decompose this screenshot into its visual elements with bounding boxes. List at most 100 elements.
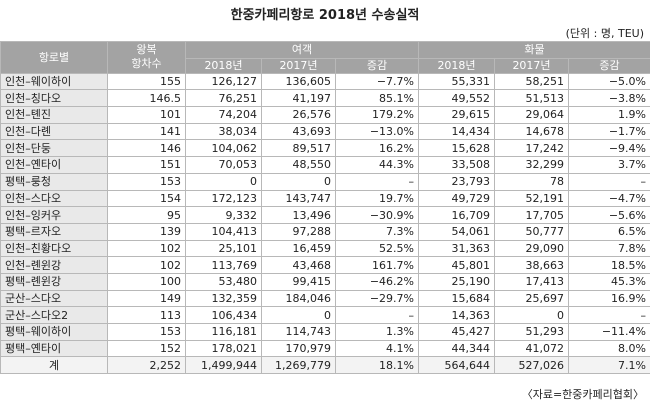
value-cell: −5.0%	[568, 72, 650, 91]
value-cell: 179.2%	[335, 106, 419, 124]
route-cell: 인천–웨이하이	[0, 72, 108, 91]
value-cell: 14,363	[418, 306, 495, 324]
value-cell: 74,204	[185, 106, 262, 124]
table-row: 평택–웨이하이 153 116,181 114,743 1.3% 45,427 51,293…	[0, 323, 650, 341]
value-cell: 154	[107, 189, 186, 208]
value-cell: 2,252	[107, 356, 186, 375]
value-cell: 104,062	[185, 139, 262, 158]
value-cell: 25,190	[418, 272, 495, 291]
header-cell: 항로별	[0, 41, 108, 74]
value-cell: –	[568, 306, 650, 324]
route-cell: 인천–톈진	[0, 106, 108, 124]
header-cell: 여객	[185, 41, 419, 59]
route-cell: 인천–다롄	[0, 122, 108, 141]
value-cell: 38,034	[185, 122, 262, 141]
table-row: 인천–칭다오 146.5 76,251 41,197 85.1% 49,552 51,513…	[0, 89, 650, 108]
value-cell: –	[335, 306, 419, 324]
table-row: 인천–친황다오 102 25,101 16,459 52.5% 31,363 29,090 7…	[0, 239, 650, 258]
route-cell: 계	[0, 356, 108, 375]
table-row: 인천–롄윈강 102 113,769 43,468 161.7% 45,801 38,663…	[0, 256, 650, 274]
header-cell: 2018년	[418, 57, 495, 74]
header-cell: 왕복 항차수	[107, 41, 186, 74]
header-cell: 화물	[418, 41, 650, 59]
route-cell: 평택–롄윈강	[0, 272, 108, 291]
value-cell: 38,663	[494, 256, 569, 274]
table-row: 인천–웨이하이 155 126,127 136,605 −7.7% 55,331 58,25…	[0, 72, 650, 91]
value-cell: 17,705	[494, 206, 569, 224]
value-cell: −5.6%	[568, 206, 650, 224]
value-cell: 139	[107, 222, 186, 241]
value-cell: 89,517	[261, 139, 336, 158]
value-cell: –	[568, 172, 650, 191]
value-cell: 41,197	[261, 89, 336, 108]
value-cell: 104,413	[185, 222, 262, 241]
value-cell: 101	[107, 106, 186, 124]
header-cell: 2017년	[494, 57, 569, 74]
value-cell: 114,743	[261, 323, 336, 341]
table-row: 평택–르자오 139 104,413 97,288 7.3% 54,061 50,777 6.…	[0, 222, 650, 241]
value-cell: −30.9%	[335, 206, 419, 224]
value-cell: −4.7%	[568, 189, 650, 208]
value-cell: 153	[107, 172, 186, 191]
value-cell: 0	[261, 172, 336, 191]
value-cell: 113,769	[185, 256, 262, 274]
value-cell: 16,709	[418, 206, 495, 224]
value-cell: 14,678	[494, 122, 569, 141]
value-cell: 113	[107, 306, 186, 324]
value-cell: 70,053	[185, 156, 262, 174]
value-cell: 527,026	[494, 356, 569, 375]
table-row: 계 2,252 1,499,944 1,269,779 18.1% 564,644 527,…	[0, 356, 650, 375]
value-cell: 44.3%	[335, 156, 419, 174]
route-cell: 인천–친황다오	[0, 239, 108, 258]
value-cell: 25,101	[185, 239, 262, 258]
header-cell: 2018년	[185, 57, 262, 74]
value-cell: 184,046	[261, 289, 336, 308]
value-cell: 172,123	[185, 189, 262, 208]
value-cell: 50,777	[494, 222, 569, 241]
value-cell: 151	[107, 156, 186, 174]
value-cell: 153	[107, 323, 186, 341]
value-cell: 43,468	[261, 256, 336, 274]
value-cell: 8.0%	[568, 339, 650, 358]
value-cell: 25,697	[494, 289, 569, 308]
value-cell: −7.7%	[335, 72, 419, 91]
value-cell: 102	[107, 256, 186, 274]
value-cell: 76,251	[185, 89, 262, 108]
value-cell: 16.9%	[568, 289, 650, 308]
value-cell: 33,508	[418, 156, 495, 174]
value-cell: 44,344	[418, 339, 495, 358]
table-row: 인천–스다오 154 172,123 143,747 19.7% 49,729 52,191…	[0, 189, 650, 208]
value-cell: 136,605	[261, 72, 336, 91]
value-cell: 29,064	[494, 106, 569, 124]
header-line: 왕복	[136, 43, 157, 57]
value-cell: 32,299	[494, 156, 569, 174]
value-cell: 146	[107, 139, 186, 158]
value-cell: 53,480	[185, 272, 262, 291]
value-cell: 0	[185, 172, 262, 191]
route-cell: 군산–스다오	[0, 289, 108, 308]
value-cell: 95	[107, 206, 186, 224]
value-cell: 1,269,779	[261, 356, 336, 375]
value-cell: 132,359	[185, 289, 262, 308]
table-row: 인천–잉커우 95 9,332 13,496 −30.9% 16,709 17,705 −5.…	[0, 206, 650, 224]
value-cell: 564,644	[418, 356, 495, 375]
route-cell: 인천–잉커우	[0, 206, 108, 224]
value-cell: 178,021	[185, 339, 262, 358]
value-cell: 19.7%	[335, 189, 419, 208]
route-cell: 인천–옌타이	[0, 156, 108, 174]
value-cell: 1.3%	[335, 323, 419, 341]
route-cell: 평택–웨이하이	[0, 323, 108, 341]
value-cell: 102	[107, 239, 186, 258]
route-cell: 평택–옌타이	[0, 339, 108, 358]
value-cell: 18.5%	[568, 256, 650, 274]
value-cell: 31,363	[418, 239, 495, 258]
value-cell: 16.2%	[335, 139, 419, 158]
value-cell: −1.7%	[568, 122, 650, 141]
value-cell: 97,288	[261, 222, 336, 241]
table-row: 인천–옌타이 151 70,053 48,550 44.3% 33,508 32,299 3.…	[0, 156, 650, 174]
table-row: 인천–톈진 101 74,204 26,576 179.2% 29,615 29,064 1.…	[0, 106, 650, 124]
value-cell: 54,061	[418, 222, 495, 241]
value-cell: 49,552	[418, 89, 495, 108]
value-cell: 49,729	[418, 189, 495, 208]
header-cell: 증감	[335, 57, 419, 74]
